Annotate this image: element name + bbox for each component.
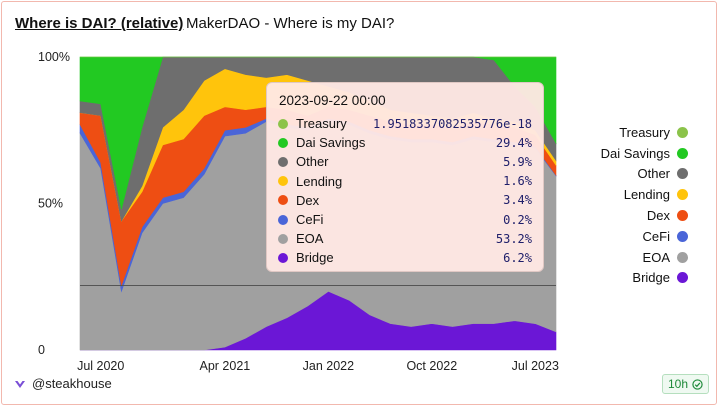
tooltip-series-value: 1.6%	[503, 174, 532, 189]
x-tick-label: Apr 2021	[200, 359, 251, 373]
legend-label: Other	[637, 166, 670, 182]
legend-swatch	[677, 210, 688, 222]
chart-title[interactable]: Where is DAI? (relative)	[15, 15, 184, 32]
tooltip-series-name: EOA	[296, 231, 324, 247]
legend-swatch	[677, 147, 688, 159]
tooltip-row: Dai Savings 29.4%	[278, 133, 532, 152]
tooltip-swatch	[278, 195, 288, 206]
tooltip-series-name: Treasury	[296, 116, 347, 132]
legend-swatch	[677, 230, 688, 242]
legend-label: Dex	[646, 208, 670, 224]
x-tick-label: Jul 2020	[77, 359, 124, 373]
author-credit[interactable]: @steakhouse	[14, 376, 112, 391]
tooltip-row: CeFi 0.2%	[278, 210, 532, 229]
legend-item[interactable]: Treasury	[601, 122, 688, 143]
legend-swatch	[677, 126, 688, 138]
tooltip-series-name: Dex	[296, 192, 320, 208]
refresh-age-badge[interactable]: 10h	[661, 374, 709, 394]
legend-label: CeFi	[642, 228, 670, 244]
age-text: 10h	[667, 377, 688, 391]
legend-item[interactable]: CeFi	[601, 226, 688, 247]
legend-label: Dai Savings	[600, 145, 670, 161]
tooltip-series-value: 1.9518337082535776e-18	[373, 116, 532, 131]
tooltip-swatch	[278, 137, 288, 148]
tooltip-series-value: 29.4%	[495, 135, 532, 150]
tooltip-swatch	[278, 233, 288, 244]
tooltip-series-name: Dai Savings	[296, 135, 366, 151]
legend-item[interactable]: EOA	[601, 247, 688, 268]
check-circle-icon	[692, 378, 703, 390]
y-tick-label: 0	[38, 343, 45, 357]
tooltip-series-name: Other	[296, 154, 329, 170]
tooltip-swatch	[278, 156, 288, 167]
tooltip-series-name: Lending	[296, 173, 343, 189]
chart-subtitle: MakerDAO - Where is my DAI?	[186, 15, 395, 32]
legend-item[interactable]: Lending	[601, 184, 688, 205]
steakhouse-logo-icon	[15, 380, 25, 388]
tooltip-date: 2023-09-22 00:00	[279, 93, 386, 108]
legend-swatch	[677, 168, 688, 180]
tooltip-row: Treasury 1.9518337082535776e-18	[278, 114, 532, 133]
legend-label: Bridge	[632, 270, 670, 286]
legend-item[interactable]: Bridge	[601, 268, 688, 289]
tooltip-series-value: 53.2%	[495, 231, 532, 246]
hover-tooltip: 2023-09-22 00:00 Treasury 1.9518337082535…	[266, 82, 544, 272]
y-tick-label: 100%	[38, 50, 70, 64]
tooltip-row: Lending 1.6%	[278, 172, 532, 191]
tooltip-row: EOA 53.2%	[278, 229, 532, 248]
tooltip-series-value: 6.2%	[503, 250, 532, 265]
x-tick-label: Oct 2022	[406, 359, 457, 373]
tooltip-series-name: CeFi	[296, 212, 324, 228]
legend-swatch	[677, 272, 688, 284]
tooltip-row: Bridge 6.2%	[278, 248, 532, 267]
legend-item[interactable]: Other	[601, 164, 688, 185]
tooltip-swatch	[278, 118, 288, 129]
tooltip-swatch	[278, 176, 288, 187]
tooltip-series-value: 0.2%	[503, 212, 532, 227]
x-tick-label: Jul 2023	[512, 359, 559, 373]
legend-label: Lending	[623, 187, 670, 203]
y-tick-label: 50%	[38, 197, 63, 211]
author-handle: @steakhouse	[32, 376, 112, 391]
x-tick-label: Jan 2022	[303, 359, 354, 373]
legend-label: EOA	[642, 249, 670, 265]
legend-swatch	[677, 189, 688, 201]
axes: 0 50% 100% Jul 2020 Apr 2021 Jan 2022 Oct 2022…	[38, 50, 559, 373]
legend-item[interactable]: Dex	[601, 205, 688, 226]
tooltip-swatch	[278, 252, 288, 263]
tooltip-row: Other 5.9%	[278, 152, 532, 171]
tooltip-series-value: 5.9%	[503, 154, 532, 169]
tooltip-series-value: 3.4%	[503, 193, 532, 208]
tooltip-row: Dex 3.4%	[278, 191, 532, 210]
legend-swatch	[677, 251, 688, 263]
tooltip-swatch	[278, 214, 288, 225]
legend-item[interactable]: Dai Savings	[601, 143, 688, 164]
legend: Treasury Dai Savings Other Lending Dex CeFi EO…	[601, 122, 688, 288]
legend-label: Treasury	[619, 124, 670, 140]
tooltip-series-name: Bridge	[296, 250, 334, 266]
